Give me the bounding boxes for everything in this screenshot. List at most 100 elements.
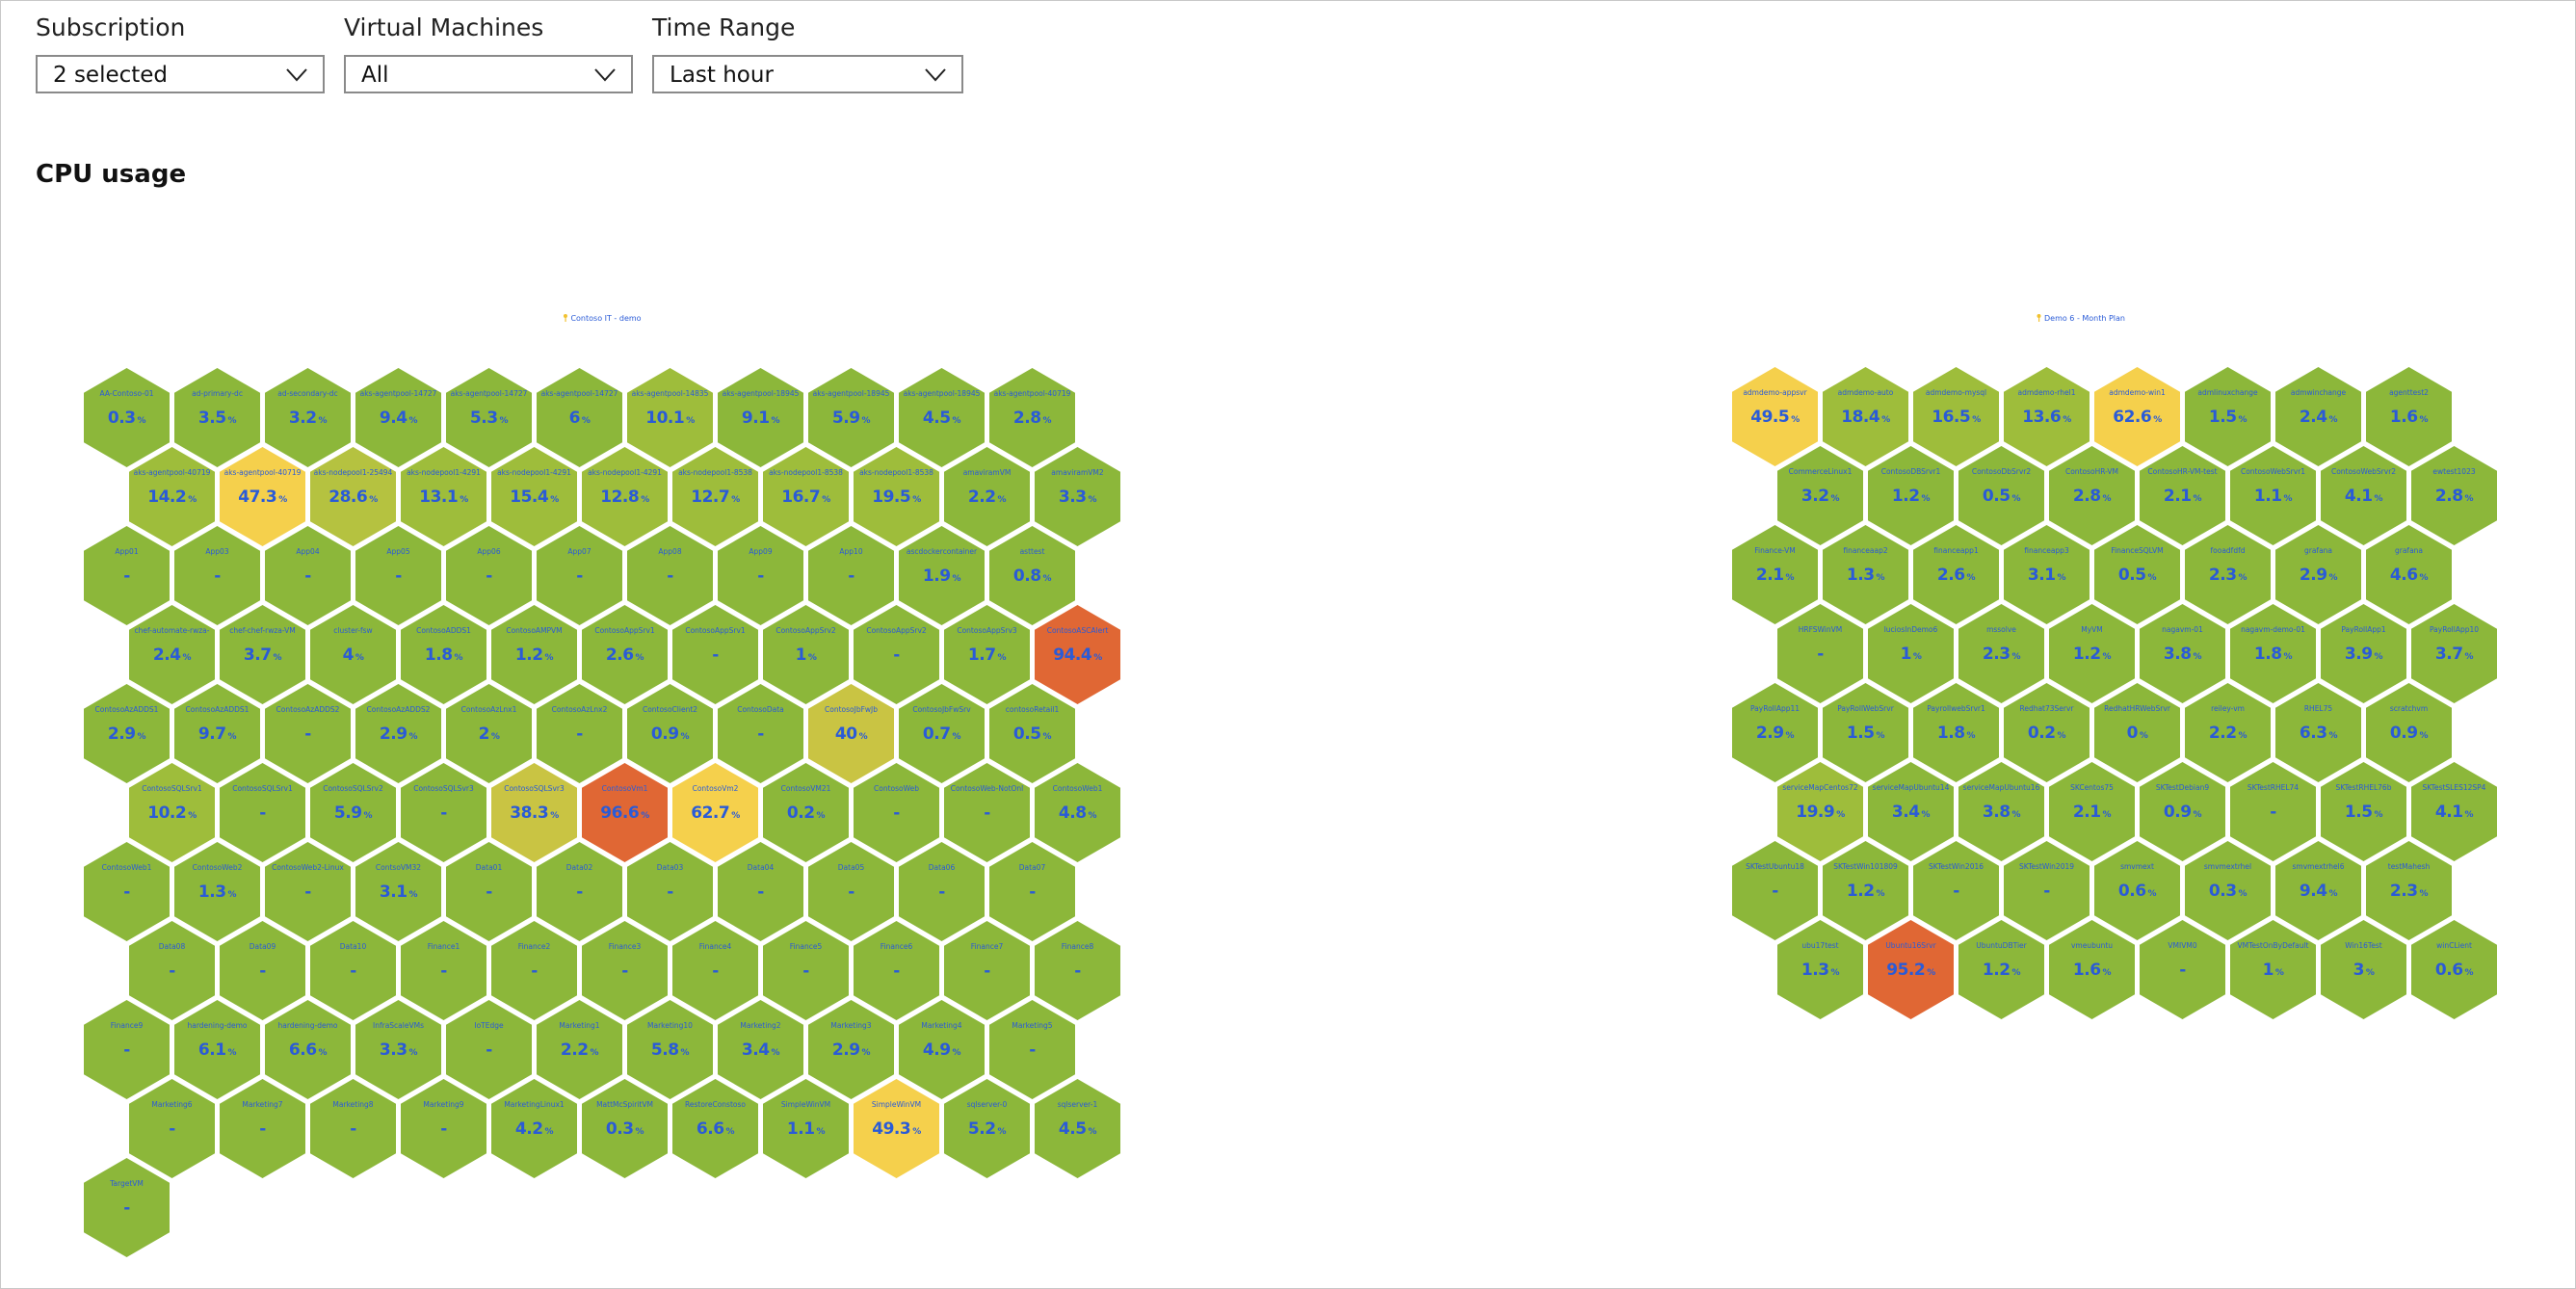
- vm-hex-tile[interactable]: App03 -: [174, 526, 260, 625]
- vm-name: App06: [477, 547, 501, 556]
- vm-hex-tile[interactable]: Data03 -: [627, 842, 713, 941]
- vm-hex-tile[interactable]: ContosoAMPVM 1.2%: [491, 605, 577, 704]
- vm-cpu-value: -: [84, 882, 170, 902]
- vm-hex-tile[interactable]: App10 -: [808, 526, 894, 625]
- vm-hex-tile[interactable]: ContosoAppSrv3 1.7%: [944, 605, 1030, 704]
- vm-hex-tile[interactable]: ContosoVm2 62.7%: [672, 763, 758, 862]
- vm-cpu-value: -: [718, 724, 803, 744]
- vm-hex-tile[interactable]: PayRollWebSrvr 1.5%: [1823, 683, 1908, 782]
- vm-hex-tile[interactable]: asttest 0.8%: [989, 526, 1075, 625]
- vm-hex-tile[interactable]: ContosoSQLSvr3 -: [401, 763, 486, 862]
- vm-hex-tile[interactable]: App01 -: [84, 526, 170, 625]
- vm-cpu-value: -: [2004, 881, 2090, 901]
- time-range-dropdown[interactable]: Last hour: [652, 55, 963, 93]
- vm-hex-tile[interactable]: financeaap2 1.3%: [1823, 525, 1908, 624]
- vm-hex-tile[interactable]: ContosoData -: [718, 684, 803, 783]
- vm-hex-tile[interactable]: SKTestWin101809 1.2%: [1823, 841, 1908, 940]
- vm-hex-tile[interactable]: ContosoWeb -: [854, 763, 939, 862]
- vm-cpu-value: -: [129, 961, 215, 981]
- vm-name: aks-agentpool-14727: [540, 389, 618, 398]
- vm-hex-tile[interactable]: ContosoAzADDS2 2.9%: [355, 684, 441, 783]
- vm-hex-tile[interactable]: ContosoSQLSrv1 -: [220, 763, 305, 862]
- vm-hex-tile[interactable]: contosoRetail1 0.5%: [989, 684, 1075, 783]
- vm-hex-tile[interactable]: HRFSWinVM -: [1777, 604, 1863, 703]
- vm-hex-tile[interactable]: ContosoAzADDS1 9.7%: [174, 684, 260, 783]
- group-title[interactable]: Contoso IT - demo: [563, 314, 642, 323]
- vm-name: ContosoJbFwJb: [825, 705, 878, 714]
- vm-hex-tile[interactable]: ContosoJbFwSrv 0.7%: [899, 684, 985, 783]
- cpu-number: -: [984, 803, 990, 823]
- virtual-machines-dropdown[interactable]: All: [344, 55, 633, 93]
- vm-hex-tile[interactable]: Data07 -: [989, 842, 1075, 941]
- subscription-dropdown[interactable]: 2 selected: [36, 55, 325, 93]
- cpu-number: 0.2: [2027, 723, 2056, 743]
- vm-cpu-value: -: [401, 803, 486, 823]
- vm-hex-tile[interactable]: Data02 -: [537, 842, 622, 941]
- vm-hex-tile[interactable]: luciosInDemo6 1%: [1868, 604, 1954, 703]
- vm-hex-tile[interactable]: ContosoWeb2 1.3%: [174, 842, 260, 941]
- vm-hex-tile[interactable]: Data06 -: [899, 842, 985, 941]
- vm-hex-tile[interactable]: chef-chef-rwza-VM 3.7%: [220, 605, 305, 704]
- vm-hex-tile[interactable]: ContosoSQLSrv2 5.9%: [310, 763, 396, 862]
- vm-hex-tile[interactable]: Data04 -: [718, 842, 803, 941]
- vm-cpu-value: 1.2%: [491, 645, 577, 665]
- vm-hex-tile[interactable]: ContosoSQLSvr3 38.3%: [491, 763, 577, 862]
- vm-hex-tile[interactable]: aks-agentpool-40719 2.8%: [989, 368, 1075, 467]
- vm-hex-tile[interactable]: ContosoWeb2-Linux -: [265, 842, 351, 941]
- vm-hex-tile[interactable]: ContosoASCAlert 94.4%: [1035, 605, 1120, 704]
- vm-hex-tile[interactable]: SKTestUbuntu18 -: [1732, 841, 1818, 940]
- vm-name: Finance8: [1061, 942, 1094, 951]
- vm-name: PayRollApp1: [2341, 625, 2386, 634]
- vm-cpu-value: -: [220, 961, 305, 981]
- vm-hex-tile[interactable]: admdemo-appsvr 49.5%: [1732, 367, 1818, 466]
- vm-hex-tile[interactable]: serviceMapCentos72 19.9%: [1777, 762, 1863, 861]
- vm-hex-tile[interactable]: ContosoAzLnx2 -: [537, 684, 622, 783]
- vm-hex-tile[interactable]: ContosoAppSrv1 -: [672, 605, 758, 704]
- vm-hex-tile[interactable]: ascdockercontainer 1.9%: [899, 526, 985, 625]
- vm-hex-tile[interactable]: ContosoWeb-NotOnl -: [944, 763, 1030, 862]
- vm-hex-tile[interactable]: ContosoVM21 0.2%: [763, 763, 849, 862]
- vm-cpu-value: 1.8%: [1913, 723, 1999, 743]
- vm-hex-tile[interactable]: ContosoADDS1 1.8%: [401, 605, 486, 704]
- vm-hex-tile[interactable]: ContosoVm1 96.6%: [582, 763, 668, 862]
- vm-hex-tile[interactable]: ContosoAppSrv2 1%: [763, 605, 849, 704]
- group-title[interactable]: Demo 6 - Month Plan: [2037, 314, 2125, 323]
- vm-name: Data02: [565, 863, 593, 872]
- vm-hex-tile[interactable]: ContosoAzLnx1 2%: [446, 684, 532, 783]
- vm-hex-tile[interactable]: App05 -: [355, 526, 441, 625]
- vm-name: Finance9: [110, 1021, 144, 1030]
- vm-hex-tile[interactable]: App07 -: [537, 526, 622, 625]
- vm-hex-tile[interactable]: ContosoJbFwJb 40%: [808, 684, 894, 783]
- vm-hex-tile[interactable]: ContosoAppSrv1 2.6%: [582, 605, 668, 704]
- vm-hex-tile[interactable]: chef-automate-rwza- 2.4%: [129, 605, 215, 704]
- vm-hex-tile[interactable]: amaviramVM2 3.3%: [1035, 447, 1120, 546]
- vm-hex-tile[interactable]: App09 -: [718, 526, 803, 625]
- vm-hex-tile[interactable]: ContosoAppSrv2 -: [854, 605, 939, 704]
- vm-hex-tile[interactable]: ContosoAzADDS1 2.9%: [84, 684, 170, 783]
- vm-hex-tile[interactable]: ContosoWeb1 -: [84, 842, 170, 941]
- vm-hex-tile[interactable]: CommerceLinux1 3.2%: [1777, 446, 1863, 545]
- vm-hex-tile[interactable]: admdemo-auto 18.4%: [1823, 367, 1908, 466]
- vm-hex-tile[interactable]: ContosoAzADDS2 -: [265, 684, 351, 783]
- vm-hex-tile[interactable]: PayRollApp11 2.9%: [1732, 683, 1818, 782]
- vm-hex-tile[interactable]: ContosoDBSrvr1 1.2%: [1868, 446, 1954, 545]
- vm-name: testMahesh: [2387, 862, 2431, 871]
- percent-unit: %: [686, 416, 695, 426]
- vm-hex-tile[interactable]: App06 -: [446, 526, 532, 625]
- vm-hex-tile[interactable]: ContosoSQLSrv1 10.2%: [129, 763, 215, 862]
- vm-cpu-value: 1.2%: [1823, 881, 1908, 901]
- vm-hex-tile[interactable]: cluster-fsw 4%: [310, 605, 396, 704]
- vm-hex-tile[interactable]: serviceMapUbuntu14 3.4%: [1868, 762, 1954, 861]
- cpu-number: 3.4: [1891, 802, 1920, 822]
- vm-name: chef-automate-rwza-: [134, 626, 210, 635]
- vm-hex-tile[interactable]: ContosoWeb1 4.8%: [1035, 763, 1120, 862]
- vm-cpu-value: 10.1%: [627, 408, 713, 428]
- vm-hex-tile[interactable]: ContsoVM32 3.1%: [355, 842, 441, 941]
- vm-hex-tile[interactable]: Finance-VM 2.1%: [1732, 525, 1818, 624]
- cpu-number: 0.9: [650, 724, 679, 744]
- vm-hex-tile[interactable]: App04 -: [265, 526, 351, 625]
- vm-hex-tile[interactable]: ContosoClient2 0.9%: [627, 684, 713, 783]
- vm-hex-tile[interactable]: Data05 -: [808, 842, 894, 941]
- vm-hex-tile[interactable]: Data01 -: [446, 842, 532, 941]
- vm-hex-tile[interactable]: App08 -: [627, 526, 713, 625]
